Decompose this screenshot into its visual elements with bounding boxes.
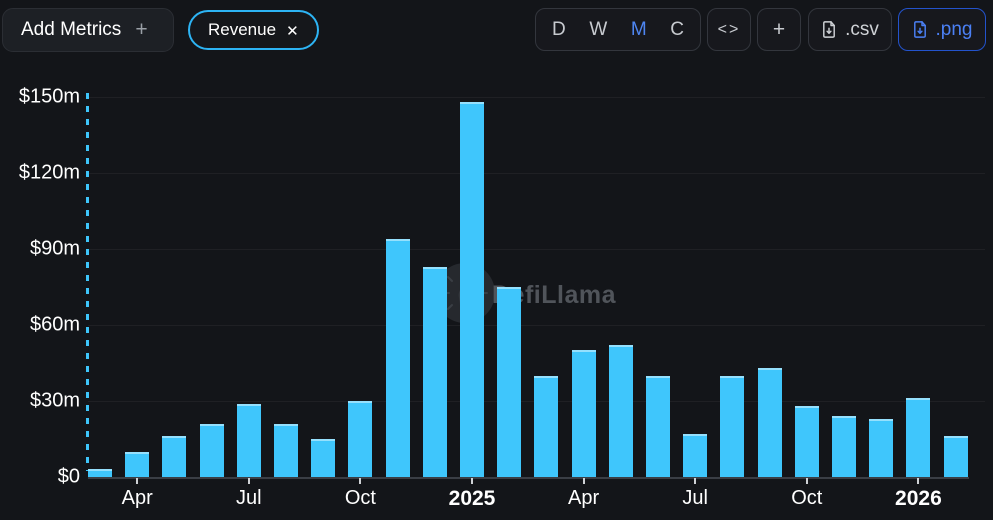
x-axis-tick (247, 478, 250, 484)
bar-may-2024[interactable] (162, 436, 187, 477)
x-axis-label: Jul (682, 487, 708, 509)
bar-jun-2025[interactable] (646, 375, 670, 477)
add-metrics-button[interactable]: Add Metrics + (2, 8, 174, 52)
x-axis-label: Apr (121, 487, 153, 509)
file-download-icon (912, 20, 928, 39)
plus-icon: + (135, 18, 148, 41)
bar-apr-2025[interactable] (571, 350, 596, 477)
bar-jan-2026[interactable] (906, 398, 931, 477)
interval-option-monthly[interactable]: M (630, 18, 647, 40)
code-brackets-icon: <> (717, 20, 741, 38)
bar-aug-2024[interactable] (274, 423, 298, 477)
x-axis-tick (917, 478, 920, 484)
y-axis-label: $90m (29, 237, 80, 260)
y-gridline (88, 325, 985, 326)
x-axis-label: 2025 (448, 487, 496, 510)
x-axis-tick (805, 478, 808, 484)
bar-dec-2025[interactable] (869, 418, 894, 477)
x-axis-label: 2026 (895, 487, 942, 510)
x-axis-label: Oct (344, 487, 376, 509)
y-axis-label: $150m (18, 85, 80, 108)
bar-nov-2025[interactable] (832, 416, 856, 477)
bar-jul-2024[interactable] (236, 403, 261, 477)
y-axis-dashed-line (86, 93, 89, 471)
bar-aug-2025[interactable] (720, 375, 745, 477)
bar-feb-2025[interactable] (497, 287, 522, 477)
y-gridline (88, 173, 985, 174)
bar-oct-2024[interactable] (348, 401, 373, 477)
bar-nov-2024[interactable] (385, 238, 410, 477)
bar-feb-2026[interactable] (943, 436, 968, 477)
interval-option-cumulative[interactable]: C (670, 18, 684, 40)
download-png-button[interactable]: .png (898, 8, 986, 51)
metric-pill-revenue[interactable]: Revenue ✕ (188, 10, 319, 50)
y-axis-label: $60m (29, 313, 80, 336)
interval-option-weekly[interactable]: W (589, 18, 608, 40)
y-axis-label: $120m (18, 161, 80, 184)
embed-code-button[interactable]: <> (707, 8, 751, 51)
plus-icon: + (772, 17, 786, 41)
y-axis-label: $0 (57, 465, 80, 488)
interval-option-daily[interactable]: D (552, 18, 566, 40)
bar-sep-2024[interactable] (311, 439, 336, 477)
y-gridline (88, 249, 985, 250)
bar-sep-2025[interactable] (757, 368, 782, 477)
bar-mar-2024[interactable] (88, 469, 112, 477)
bar-dec-2024[interactable] (422, 266, 447, 477)
close-icon[interactable]: ✕ (286, 22, 299, 40)
bar-jun-2024[interactable] (199, 423, 224, 477)
bar-apr-2024[interactable] (125, 451, 150, 477)
x-axis-tick (359, 478, 362, 484)
bar-jul-2025[interactable] (683, 433, 708, 477)
x-axis-label: Apr (568, 487, 600, 509)
add-metrics-label: Add Metrics (21, 19, 122, 40)
x-axis-tick (694, 478, 697, 484)
interval-toggle-group: D W M C (535, 8, 701, 51)
add-chart-button[interactable]: + (757, 8, 801, 51)
x-axis-label: Oct (791, 487, 823, 509)
bar-jan-2025[interactable] (460, 102, 484, 477)
y-gridline (88, 97, 985, 98)
x-axis-tick (582, 478, 585, 484)
x-axis-tick (471, 478, 473, 484)
bar-mar-2025[interactable] (534, 375, 559, 477)
y-axis-label: $30m (29, 389, 80, 412)
bar-oct-2025[interactable] (794, 406, 819, 477)
x-axis-label: Jul (236, 487, 262, 509)
metric-pill-label: Revenue (208, 20, 277, 39)
x-axis-tick (136, 478, 139, 484)
file-download-icon (821, 20, 837, 39)
png-label: .png (935, 18, 973, 40)
download-csv-button[interactable]: .csv (808, 8, 892, 51)
csv-label: .csv (845, 18, 879, 40)
bar-may-2025[interactable] (608, 345, 633, 477)
x-axis-line (88, 477, 969, 479)
